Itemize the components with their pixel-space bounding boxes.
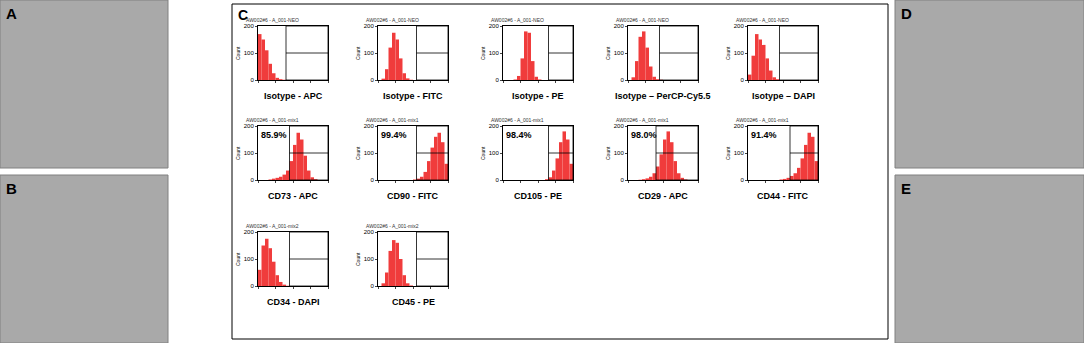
svg-text:100: 100 [244,150,255,156]
svg-text:200: 200 [364,229,375,235]
svg-text:Count: Count [235,146,241,160]
svg-text:0: 0 [740,177,744,183]
svg-text:Isotype – DAPI: Isotype – DAPI [752,91,815,101]
svg-text:Count: Count [235,46,241,60]
svg-text:CD45 - PE: CD45 - PE [392,297,435,307]
svg-text:Count: Count [725,146,731,160]
svg-text:CD73 - APC: CD73 - APC [268,191,318,201]
svg-text:200: 200 [734,123,745,129]
svg-text:0: 0 [495,177,499,183]
svg-text:0: 0 [495,77,499,83]
svg-text:AW002#6 - A_001-mix1: AW002#6 - A_001-mix1 [366,117,419,123]
svg-text:100: 100 [244,50,255,56]
svg-text:Count: Count [605,146,611,160]
svg-text:C: C [238,7,248,23]
svg-text:200: 200 [614,23,625,29]
svg-text:Count: Count [480,46,486,60]
svg-text:AW002#6 - A_001-NEO: AW002#6 - A_001-NEO [491,17,544,23]
svg-text:100: 100 [614,50,625,56]
svg-text:Count: Count [355,252,361,266]
svg-text:CD29 - APC: CD29 - APC [638,191,688,201]
svg-text:AW002#6 - A_001-mix1: AW002#6 - A_001-mix1 [616,117,669,123]
svg-text:Count: Count [355,46,361,60]
svg-text:Count: Count [725,46,731,60]
svg-text:100: 100 [489,150,500,156]
svg-text:AW002#6 - A_001-mix2: AW002#6 - A_001-mix2 [246,223,299,229]
svg-text:Isotype - PE: Isotype - PE [512,91,564,101]
svg-text:Count: Count [605,46,611,60]
svg-text:CD34 - DAPI: CD34 - DAPI [267,297,320,307]
svg-text:200: 200 [734,23,745,29]
svg-text:100: 100 [489,50,500,56]
svg-text:200: 200 [364,23,375,29]
svg-text:200: 200 [489,23,500,29]
svg-text:100: 100 [614,150,625,156]
svg-text:0: 0 [250,283,254,289]
svg-text:D: D [901,5,912,22]
svg-text:0: 0 [250,77,254,83]
svg-text:85.9%: 85.9% [261,130,287,140]
svg-text:0: 0 [620,77,624,83]
svg-text:91.4%: 91.4% [751,130,777,140]
svg-text:200: 200 [614,123,625,129]
svg-text:A: A [6,5,17,22]
svg-text:98.4%: 98.4% [506,130,532,140]
svg-text:AW002#6 - A_001-mix2: AW002#6 - A_001-mix2 [366,223,419,229]
svg-text:0: 0 [620,177,624,183]
svg-text:AW002#6 - A_001-mix1: AW002#6 - A_001-mix1 [246,117,299,123]
svg-text:CD44 - FITC: CD44 - FITC [757,191,809,201]
svg-text:AW002#6 - A_001-mix1: AW002#6 - A_001-mix1 [491,117,544,123]
svg-text:CD105 - PE: CD105 - PE [514,191,562,201]
svg-text:E: E [901,180,911,197]
svg-text:200: 200 [244,123,255,129]
svg-text:Isotype - FITC: Isotype - FITC [383,91,443,101]
svg-text:Count: Count [235,252,241,266]
svg-text:AW002#6 - A_001-NEO: AW002#6 - A_001-NEO [616,17,669,23]
svg-text:98.0%: 98.0% [631,130,657,140]
svg-text:0: 0 [370,283,374,289]
svg-text:100: 100 [734,150,745,156]
svg-text:100: 100 [244,256,255,262]
svg-text:Count: Count [355,146,361,160]
svg-text:CD90 - FITC: CD90 - FITC [387,191,439,201]
svg-text:200: 200 [364,123,375,129]
svg-text:0: 0 [740,77,744,83]
svg-text:100: 100 [364,50,375,56]
svg-text:AW002#6 - A_001-NEO: AW002#6 - A_001-NEO [366,17,419,23]
svg-text:0: 0 [370,177,374,183]
svg-text:AW002#6 - A_001-mix1: AW002#6 - A_001-mix1 [736,117,789,123]
svg-text:99.4%: 99.4% [381,130,407,140]
svg-text:200: 200 [244,23,255,29]
svg-text:Count: Count [480,146,486,160]
svg-text:100: 100 [734,50,745,56]
svg-text:100: 100 [364,150,375,156]
svg-text:Isotype - APC: Isotype - APC [264,91,323,101]
svg-text:200: 200 [489,123,500,129]
svg-text:0: 0 [250,177,254,183]
svg-text:AW002#6 - A_001-NEO: AW002#6 - A_001-NEO [736,17,789,23]
svg-text:Isotype – PerCP-Cy5.5: Isotype – PerCP-Cy5.5 [615,91,711,101]
svg-text:100: 100 [364,256,375,262]
svg-text:0: 0 [370,77,374,83]
svg-text:B: B [6,180,17,197]
svg-text:AW002#6 - A_001-NEO: AW002#6 - A_001-NEO [246,17,299,23]
svg-text:200: 200 [244,229,255,235]
